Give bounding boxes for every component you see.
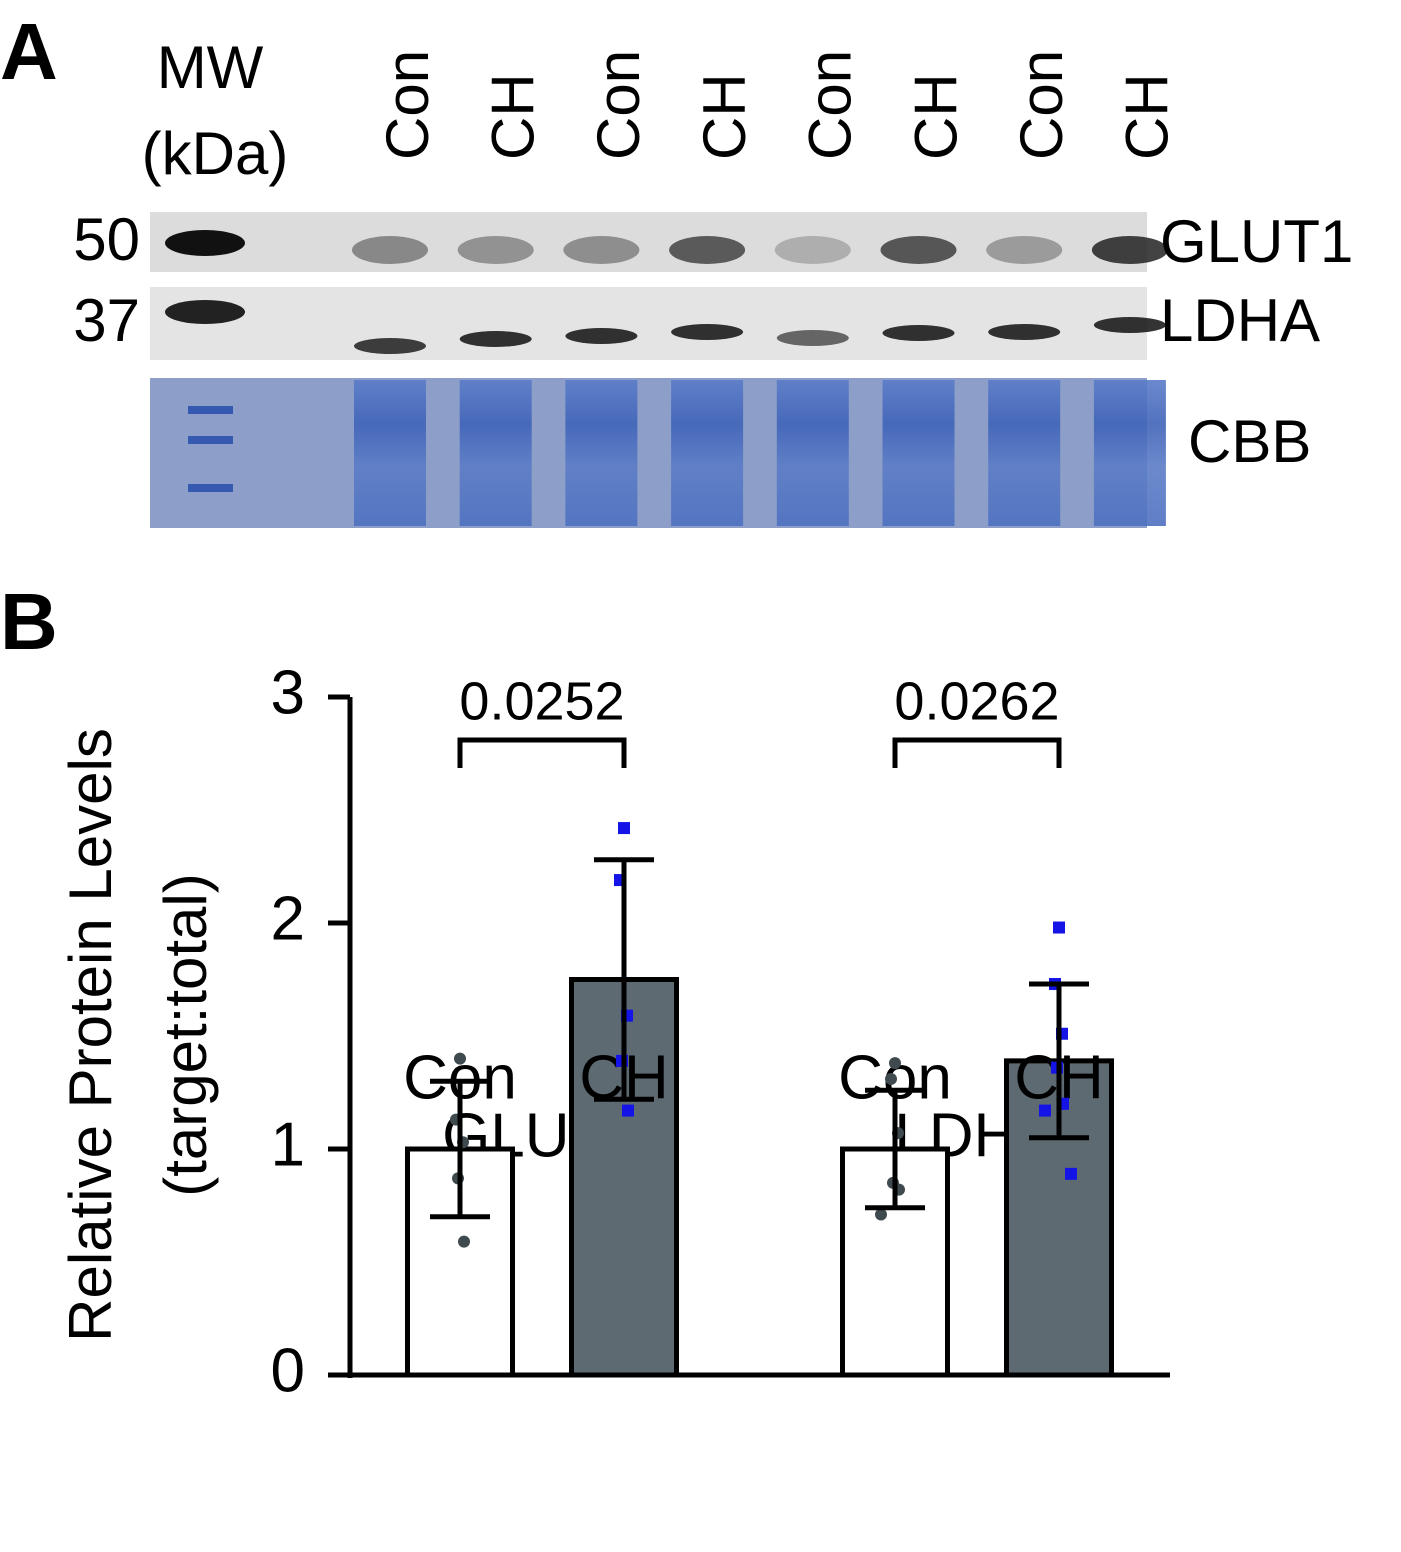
lane-label: CH bbox=[1114, 73, 1181, 160]
ldha-band bbox=[988, 324, 1061, 340]
data-point bbox=[454, 1052, 466, 1065]
significance-bracket bbox=[457, 737, 627, 768]
blot-panel bbox=[150, 212, 1168, 528]
ldha-band bbox=[671, 324, 744, 340]
y-axis-label: (target:total) bbox=[152, 873, 219, 1196]
glut1-band bbox=[1091, 236, 1168, 264]
ladder-band bbox=[188, 484, 233, 492]
glut1-band bbox=[457, 236, 534, 264]
cbb-lane bbox=[354, 380, 426, 526]
panel-label: A bbox=[0, 7, 58, 96]
p-value: 0.0262 bbox=[894, 671, 1059, 731]
lane-label: CH bbox=[902, 73, 969, 160]
marker-label: 37 bbox=[73, 287, 140, 354]
cbb-lane bbox=[988, 380, 1061, 526]
p-value: 0.0252 bbox=[459, 671, 624, 731]
y-axis-label: Relative Protein Levels bbox=[57, 728, 124, 1342]
cbb-lane bbox=[776, 380, 849, 526]
y-tick-label: 1 bbox=[271, 1110, 305, 1179]
cbb-lane bbox=[882, 380, 955, 526]
marker-label: 50 bbox=[73, 206, 140, 273]
cbb-lane bbox=[565, 380, 638, 526]
glut1-band bbox=[774, 236, 851, 264]
y-tick-label: 3 bbox=[271, 658, 305, 727]
ldha-band bbox=[565, 328, 638, 344]
lane-label: Con bbox=[374, 50, 441, 160]
y-tick-label: 2 bbox=[271, 884, 305, 953]
y-tick-label: 0 bbox=[271, 1336, 305, 1405]
data-point bbox=[458, 1235, 470, 1248]
data-point bbox=[885, 1072, 897, 1085]
ldha-strip bbox=[150, 287, 1147, 360]
cbb-lane bbox=[671, 380, 744, 526]
panel-label: B bbox=[0, 577, 58, 666]
target-label: GLUT1 bbox=[1160, 208, 1353, 275]
ladder-band bbox=[188, 436, 233, 444]
target-label: LDHA bbox=[1160, 287, 1320, 354]
glut1-band bbox=[880, 236, 957, 264]
data-point bbox=[1053, 921, 1065, 934]
cbb-strip bbox=[150, 378, 1147, 528]
glut1-band bbox=[669, 236, 746, 264]
mw-title: MW bbox=[157, 34, 264, 101]
glut1-strip bbox=[150, 212, 1147, 272]
data-point bbox=[618, 822, 630, 835]
ldha-band bbox=[776, 330, 849, 346]
ldha-band bbox=[882, 325, 955, 341]
ladder-band bbox=[165, 230, 245, 256]
data-point bbox=[1065, 1167, 1077, 1180]
lane-label: CH bbox=[480, 73, 547, 160]
significance-bracket bbox=[892, 737, 1062, 768]
ladder-band bbox=[165, 300, 245, 324]
lane-label: Con bbox=[797, 50, 864, 160]
mw-unit: (kDa) bbox=[142, 120, 289, 187]
target-label: CBB bbox=[1188, 408, 1311, 475]
data-point bbox=[875, 1208, 887, 1221]
glut1-band bbox=[352, 236, 428, 264]
ladder-band bbox=[188, 406, 233, 414]
ldha-band bbox=[354, 338, 426, 354]
data-point bbox=[1039, 1104, 1051, 1117]
lane-label: Con bbox=[1008, 50, 1075, 160]
ldha-band bbox=[459, 331, 532, 347]
cbb-lane bbox=[1093, 380, 1166, 526]
data-point bbox=[622, 1104, 634, 1117]
lane-label: Con bbox=[585, 50, 652, 160]
ldha-band bbox=[1093, 317, 1166, 333]
cbb-lane bbox=[459, 380, 532, 526]
glut1-band bbox=[986, 236, 1063, 264]
data-point bbox=[889, 1057, 901, 1070]
glut1-band bbox=[563, 236, 640, 264]
lane-label: CH bbox=[691, 73, 758, 160]
